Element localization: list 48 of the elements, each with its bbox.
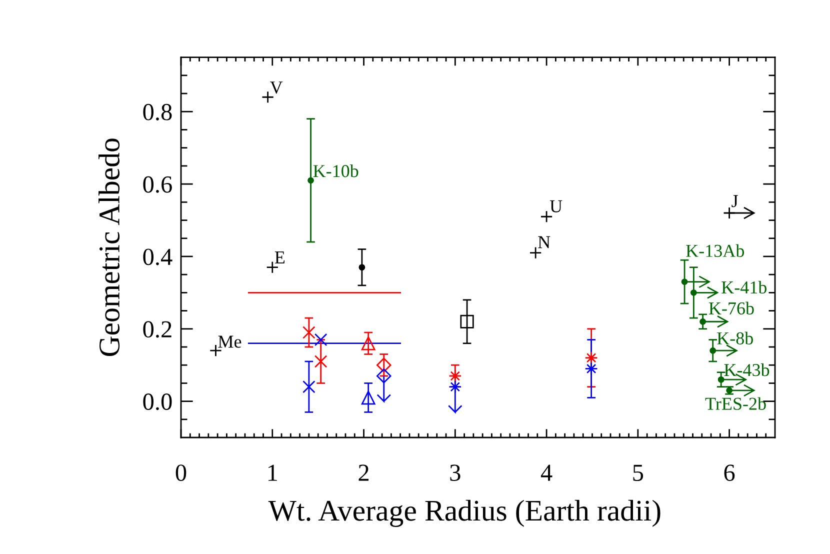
point xyxy=(361,390,376,405)
x-tick-label: 3 xyxy=(450,464,460,481)
annotation: U xyxy=(550,200,562,212)
point xyxy=(448,369,462,383)
x-tick-label: 1 xyxy=(268,464,278,481)
point xyxy=(584,362,598,376)
point xyxy=(308,177,314,184)
point xyxy=(584,351,598,364)
point xyxy=(710,347,716,354)
point xyxy=(361,336,376,350)
annotation: TrES-2b xyxy=(705,397,766,410)
x-tick-label: 2 xyxy=(358,464,369,481)
x-tick-label: 6 xyxy=(724,464,735,481)
point xyxy=(314,333,328,346)
y-axis-title: Geometric Albedo xyxy=(98,138,120,356)
x-tick-label: 4 xyxy=(540,464,552,481)
y-tick-label: 0.4 xyxy=(143,248,172,266)
y-tick-label: 0.8 xyxy=(143,104,172,120)
point xyxy=(700,318,706,325)
annotation: K-43b xyxy=(724,363,770,376)
point xyxy=(376,358,392,372)
x-axis-title: Wt. Average Radius (Earth radii) xyxy=(268,500,660,527)
point xyxy=(690,289,697,296)
annotation: Me xyxy=(218,336,242,348)
annotation: K-41b xyxy=(722,280,767,294)
point xyxy=(718,376,724,383)
y-tick-label: 0.6 xyxy=(143,176,172,193)
annotation: V xyxy=(270,82,283,94)
point xyxy=(376,368,392,384)
point xyxy=(681,278,688,285)
y-tick-label: 0.2 xyxy=(143,321,172,338)
annotation: K-76b xyxy=(708,302,754,315)
point xyxy=(448,380,462,394)
annotation: N xyxy=(538,236,550,248)
point xyxy=(723,206,736,220)
annotation: K-8b xyxy=(717,332,753,344)
annotation: E xyxy=(274,251,285,264)
annotation: K-13Ab xyxy=(686,244,744,257)
x-tick-label: 0 xyxy=(176,464,186,481)
point xyxy=(302,380,316,394)
annotation: K-10b xyxy=(313,164,358,178)
x-tick-label: 5 xyxy=(633,464,644,481)
annotation: J xyxy=(732,195,738,208)
point xyxy=(314,355,328,368)
y-tick-label: 0.0 xyxy=(143,394,172,410)
point xyxy=(358,264,366,271)
point xyxy=(460,314,474,328)
point xyxy=(529,246,542,260)
